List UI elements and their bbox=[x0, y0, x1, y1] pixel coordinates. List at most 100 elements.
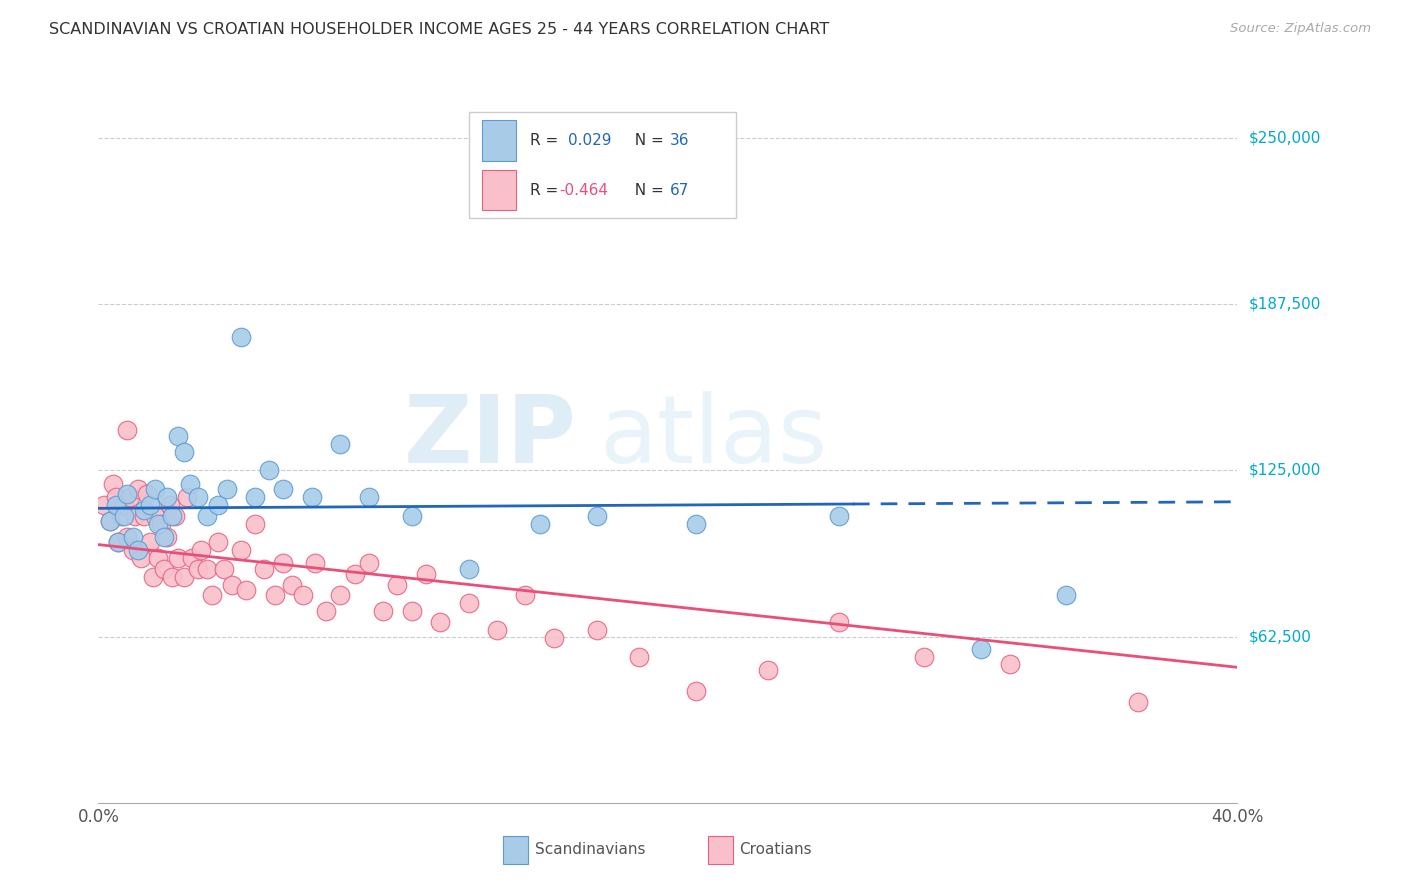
Point bbox=[329, 436, 352, 450]
Point bbox=[112, 508, 135, 523]
Point bbox=[343, 567, 366, 582]
Text: 36: 36 bbox=[671, 133, 689, 148]
Bar bbox=[503, 836, 527, 863]
Point bbox=[970, 641, 993, 656]
Point bbox=[201, 588, 224, 602]
FancyBboxPatch shape bbox=[468, 112, 737, 218]
Point bbox=[628, 649, 651, 664]
Text: N =: N = bbox=[624, 133, 668, 148]
Point bbox=[145, 508, 167, 523]
Text: $125,000: $125,000 bbox=[1249, 463, 1320, 478]
Text: $62,500: $62,500 bbox=[1249, 629, 1312, 644]
Point bbox=[221, 577, 243, 591]
Point bbox=[173, 570, 195, 584]
Text: SCANDINAVIAN VS CROATIAN HOUSEHOLDER INCOME AGES 25 - 44 YEARS CORRELATION CHART: SCANDINAVIAN VS CROATIAN HOUSEHOLDER INC… bbox=[49, 22, 830, 37]
Bar bbox=[707, 836, 733, 863]
Point bbox=[138, 498, 160, 512]
Point bbox=[162, 508, 184, 523]
Text: $187,500: $187,500 bbox=[1249, 297, 1320, 311]
Point bbox=[118, 490, 141, 504]
Point bbox=[107, 535, 129, 549]
Point bbox=[115, 487, 138, 501]
Point bbox=[685, 516, 707, 531]
Point bbox=[585, 508, 607, 523]
Text: -0.464: -0.464 bbox=[560, 183, 609, 198]
Point bbox=[159, 498, 181, 512]
Point bbox=[292, 588, 315, 602]
Point bbox=[215, 482, 238, 496]
Point bbox=[145, 482, 167, 496]
Point bbox=[121, 530, 143, 544]
Point bbox=[543, 631, 565, 645]
Point bbox=[115, 424, 138, 438]
Point bbox=[150, 516, 173, 531]
Point bbox=[179, 476, 201, 491]
Point bbox=[165, 508, 187, 523]
Point bbox=[998, 657, 1021, 672]
Point bbox=[264, 588, 287, 602]
Point bbox=[187, 562, 209, 576]
Point bbox=[93, 498, 115, 512]
Point bbox=[156, 530, 179, 544]
Point bbox=[457, 596, 479, 610]
Bar bbox=[482, 170, 516, 211]
Point bbox=[373, 604, 395, 618]
Point bbox=[112, 498, 135, 512]
Point bbox=[104, 490, 127, 504]
Point bbox=[207, 498, 229, 512]
Point bbox=[401, 508, 423, 523]
Point bbox=[156, 490, 179, 504]
Point bbox=[828, 508, 851, 523]
Point bbox=[101, 476, 124, 491]
Point bbox=[315, 604, 337, 618]
Point bbox=[141, 570, 163, 584]
Point bbox=[98, 514, 121, 528]
Point bbox=[252, 562, 274, 576]
Point bbox=[127, 543, 149, 558]
Point bbox=[415, 567, 437, 582]
Text: R =: R = bbox=[530, 133, 568, 148]
Point bbox=[187, 490, 209, 504]
Text: $250,000: $250,000 bbox=[1249, 130, 1320, 145]
Point bbox=[387, 577, 409, 591]
Point bbox=[98, 514, 121, 528]
Point bbox=[195, 508, 218, 523]
Point bbox=[153, 530, 176, 544]
Text: 0.029: 0.029 bbox=[568, 133, 612, 148]
Point bbox=[129, 551, 152, 566]
Bar bbox=[482, 120, 516, 161]
Point bbox=[132, 508, 155, 523]
Point bbox=[304, 557, 326, 571]
Text: Scandinavians: Scandinavians bbox=[534, 842, 645, 857]
Point bbox=[329, 588, 352, 602]
Point bbox=[127, 482, 149, 496]
Point bbox=[207, 535, 229, 549]
Point bbox=[1126, 695, 1149, 709]
Point bbox=[167, 551, 190, 566]
Point bbox=[104, 498, 127, 512]
Text: 67: 67 bbox=[671, 183, 689, 198]
Point bbox=[281, 577, 304, 591]
Point bbox=[756, 663, 779, 677]
Point bbox=[243, 490, 266, 504]
Point bbox=[912, 649, 935, 664]
Point bbox=[429, 615, 451, 629]
Point bbox=[148, 516, 170, 531]
Point bbox=[153, 562, 176, 576]
Point bbox=[357, 490, 380, 504]
Text: N =: N = bbox=[624, 183, 668, 198]
Point bbox=[162, 570, 184, 584]
Point bbox=[259, 463, 281, 477]
Point bbox=[135, 487, 157, 501]
Point bbox=[176, 490, 198, 504]
Point bbox=[235, 582, 257, 597]
Point bbox=[685, 684, 707, 698]
Point bbox=[212, 562, 235, 576]
Point bbox=[124, 508, 146, 523]
Text: R =: R = bbox=[530, 183, 564, 198]
Text: Croatians: Croatians bbox=[740, 842, 813, 857]
Point bbox=[107, 535, 129, 549]
Point bbox=[1056, 588, 1078, 602]
Point bbox=[173, 444, 195, 458]
Point bbox=[181, 551, 204, 566]
